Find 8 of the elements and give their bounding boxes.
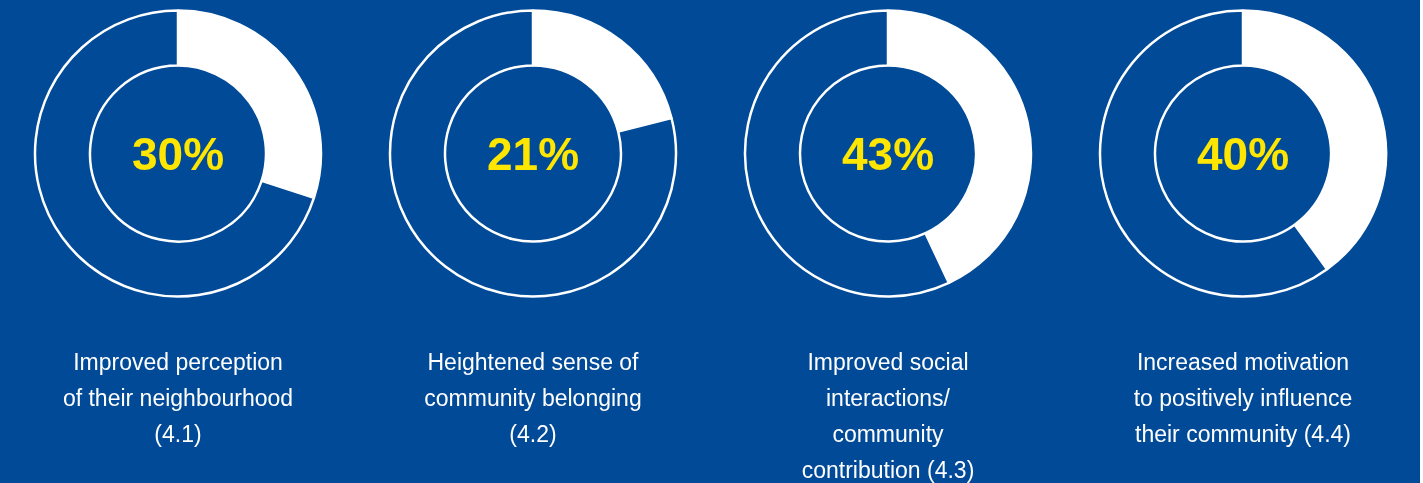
data-label: 21% [486, 127, 580, 180]
data-label: 30% [131, 127, 225, 180]
text: Improved social interactions/ community contribution (4.3) [801, 348, 975, 483]
data-label: 43% [841, 127, 935, 180]
text: Increased motivation to positively influence their community (4.4) [1133, 348, 1353, 447]
text: Improved perception of their neighbourhood (4.1) [62, 348, 294, 447]
text: Heightened sense of community belonging (4.2) [424, 348, 642, 447]
data-label: 40% [1196, 127, 1290, 180]
